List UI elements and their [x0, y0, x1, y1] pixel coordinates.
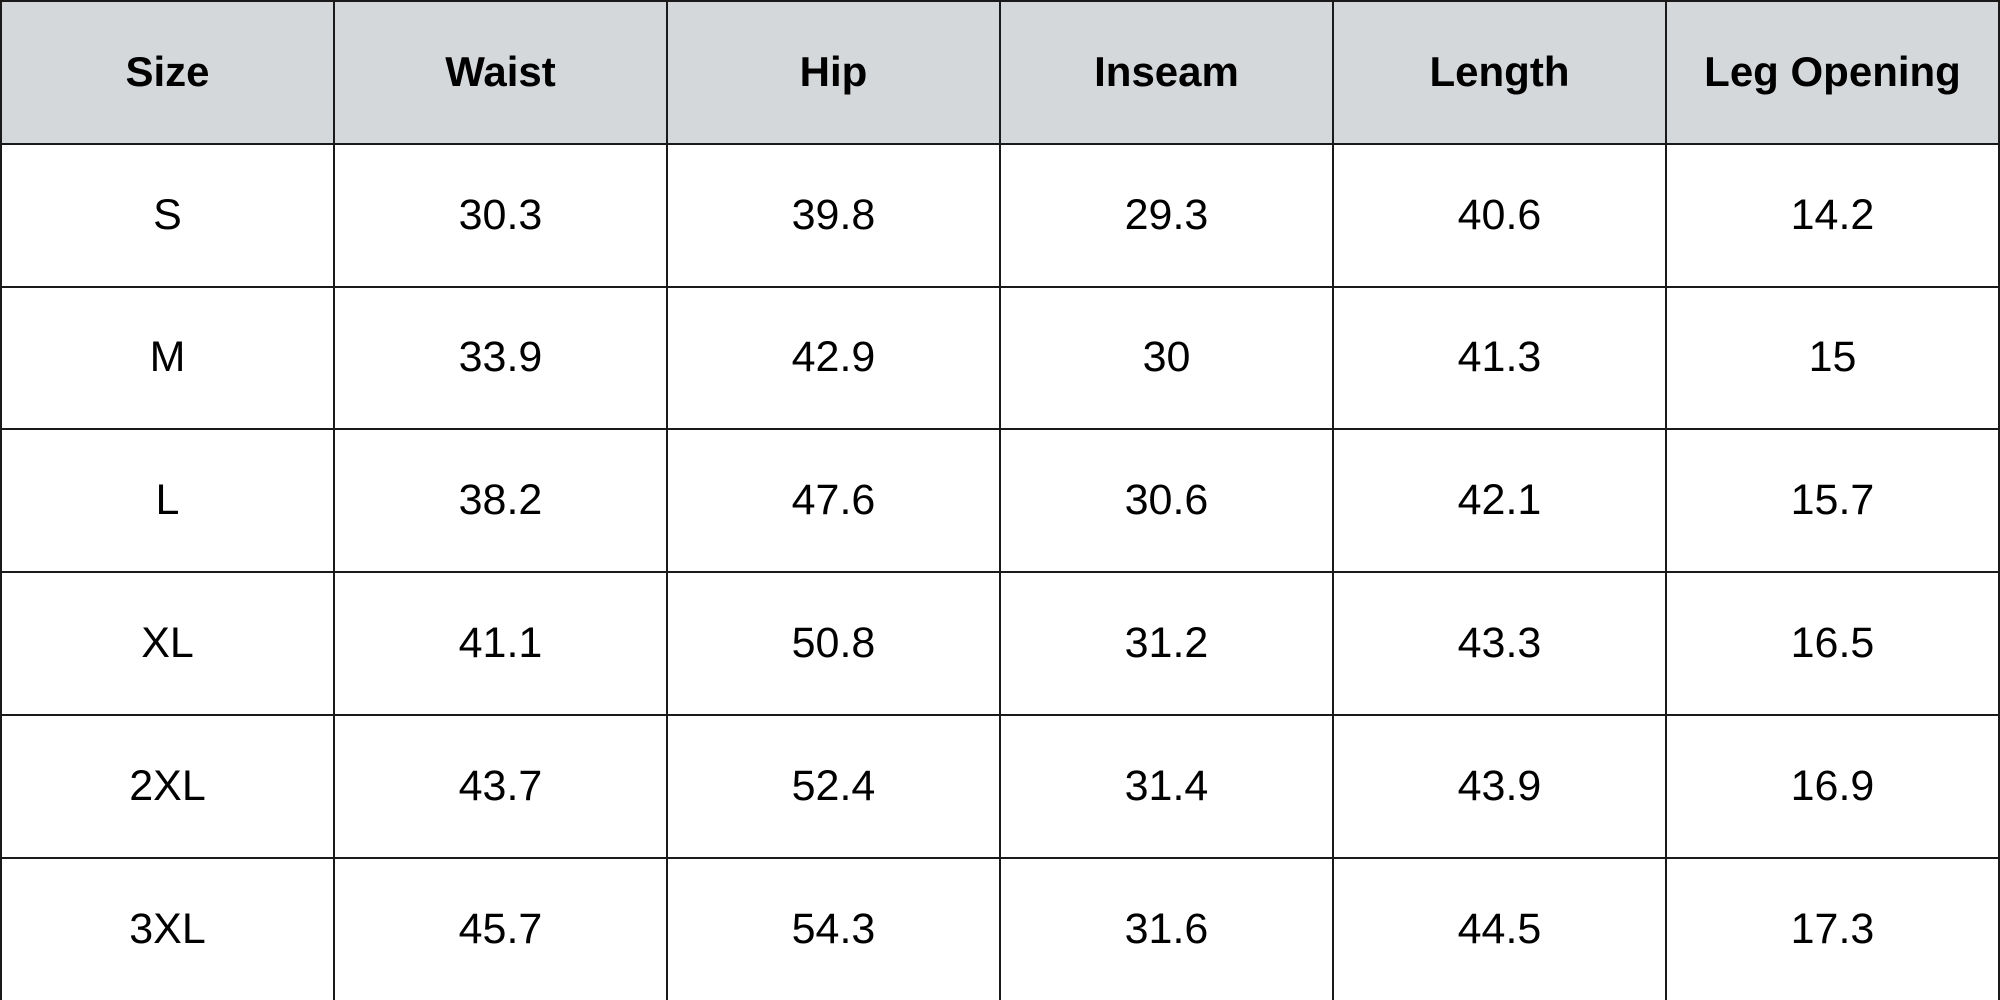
measure-cell: 30 — [999, 285, 1334, 431]
size-cell: 3XL — [0, 856, 335, 1000]
table-row: 3XL 45.7 54.3 31.6 44.5 17.3 — [0, 856, 2000, 1000]
measure-cell: 43.7 — [333, 713, 668, 859]
table-row: XL 41.1 50.8 31.2 43.3 16.5 — [0, 571, 2000, 716]
measure-cell: 29.3 — [999, 142, 1334, 288]
measure-cell: 39.8 — [666, 142, 1001, 288]
measure-cell: 45.7 — [333, 856, 668, 1000]
measure-cell: 50.8 — [666, 571, 1001, 716]
table-row: M 33.9 42.9 30 41.3 15 — [0, 285, 2000, 431]
measure-cell: 30.3 — [333, 142, 668, 288]
measure-cell: 43.9 — [1332, 713, 1667, 859]
measure-cell: 38.2 — [333, 428, 668, 574]
measure-cell: 31.6 — [999, 856, 1334, 1000]
size-cell: 2XL — [0, 713, 335, 859]
measure-cell: 44.5 — [1332, 856, 1667, 1000]
table-body: S 30.3 39.8 29.3 40.6 14.2 M 33.9 42.9 30 41.3 15 L 3… — [0, 142, 2000, 1000]
size-cell: M — [0, 285, 335, 431]
measure-cell: 15.7 — [1665, 428, 2000, 574]
column-header: Leg Opening — [1665, 0, 2000, 145]
measure-cell: 31.4 — [999, 713, 1334, 859]
column-header: Waist — [333, 0, 668, 145]
measure-cell: 15 — [1665, 285, 2000, 431]
table-row: 2XL 43.7 52.4 31.4 43.9 16.9 — [0, 713, 2000, 859]
size-cell: XL — [0, 571, 335, 716]
size-cell: S — [0, 142, 335, 288]
measure-cell: 33.9 — [333, 285, 668, 431]
measure-cell: 41.3 — [1332, 285, 1667, 431]
column-header: Hip — [666, 0, 1001, 145]
measure-cell: 47.6 — [666, 428, 1001, 574]
measure-cell: 41.1 — [333, 571, 668, 716]
header-row: Size Waist Hip Inseam Length Leg Opening — [0, 0, 2000, 145]
measure-cell: 16.9 — [1665, 713, 2000, 859]
table-head: Size Waist Hip Inseam Length Leg Opening — [0, 0, 2000, 145]
column-header: Size — [0, 0, 335, 145]
measure-cell: 31.2 — [999, 571, 1334, 716]
measure-cell: 16.5 — [1665, 571, 2000, 716]
table-row: L 38.2 47.6 30.6 42.1 15.7 — [0, 428, 2000, 574]
column-header: Length — [1332, 0, 1667, 145]
measure-cell: 42.1 — [1332, 428, 1667, 574]
measure-cell: 54.3 — [666, 856, 1001, 1000]
measure-cell: 17.3 — [1665, 856, 2000, 1000]
measure-cell: 43.3 — [1332, 571, 1667, 716]
measure-cell: 42.9 — [666, 285, 1001, 431]
table-row: S 30.3 39.8 29.3 40.6 14.2 — [0, 142, 2000, 288]
measure-cell: 14.2 — [1665, 142, 2000, 288]
measure-cell: 30.6 — [999, 428, 1334, 574]
size-cell: L — [0, 428, 335, 574]
measure-cell: 40.6 — [1332, 142, 1667, 288]
column-header: Inseam — [999, 0, 1334, 145]
measure-cell: 52.4 — [666, 713, 1001, 859]
